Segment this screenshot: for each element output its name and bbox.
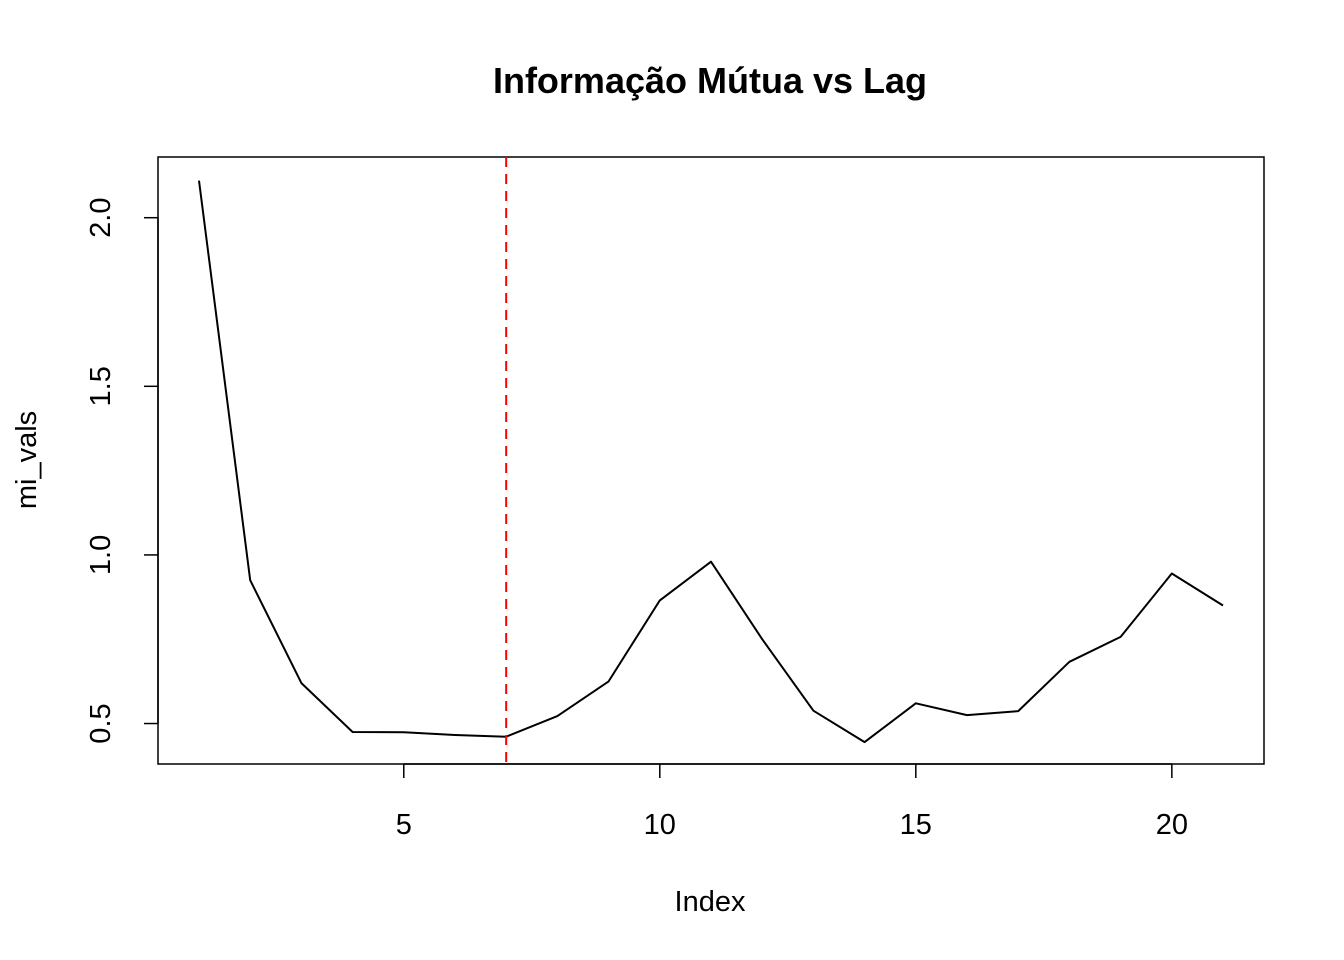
y-axis: 0.5 1.0 1.5 2.0 <box>85 198 159 744</box>
y-tick-label: 1.5 <box>85 366 117 406</box>
plot-frame <box>157 156 1265 765</box>
y-tick-label: 2.0 <box>85 198 117 238</box>
x-axis: 5 10 15 20 <box>396 763 1188 841</box>
y-axis-label: mi_vals <box>11 411 43 509</box>
plot-area <box>198 157 1224 764</box>
x-tick-label: 20 <box>1156 809 1188 841</box>
series-line <box>198 180 1224 744</box>
y-tick-label: 0.5 <box>85 703 117 743</box>
chart-title: Informação Mútua vs Lag <box>493 60 927 101</box>
x-axis-label: Index <box>675 886 746 918</box>
x-tick-label: 5 <box>396 809 412 841</box>
x-tick-label: 15 <box>900 809 932 841</box>
y-tick-label: 1.0 <box>85 535 117 575</box>
x-tick-label: 10 <box>644 809 676 841</box>
